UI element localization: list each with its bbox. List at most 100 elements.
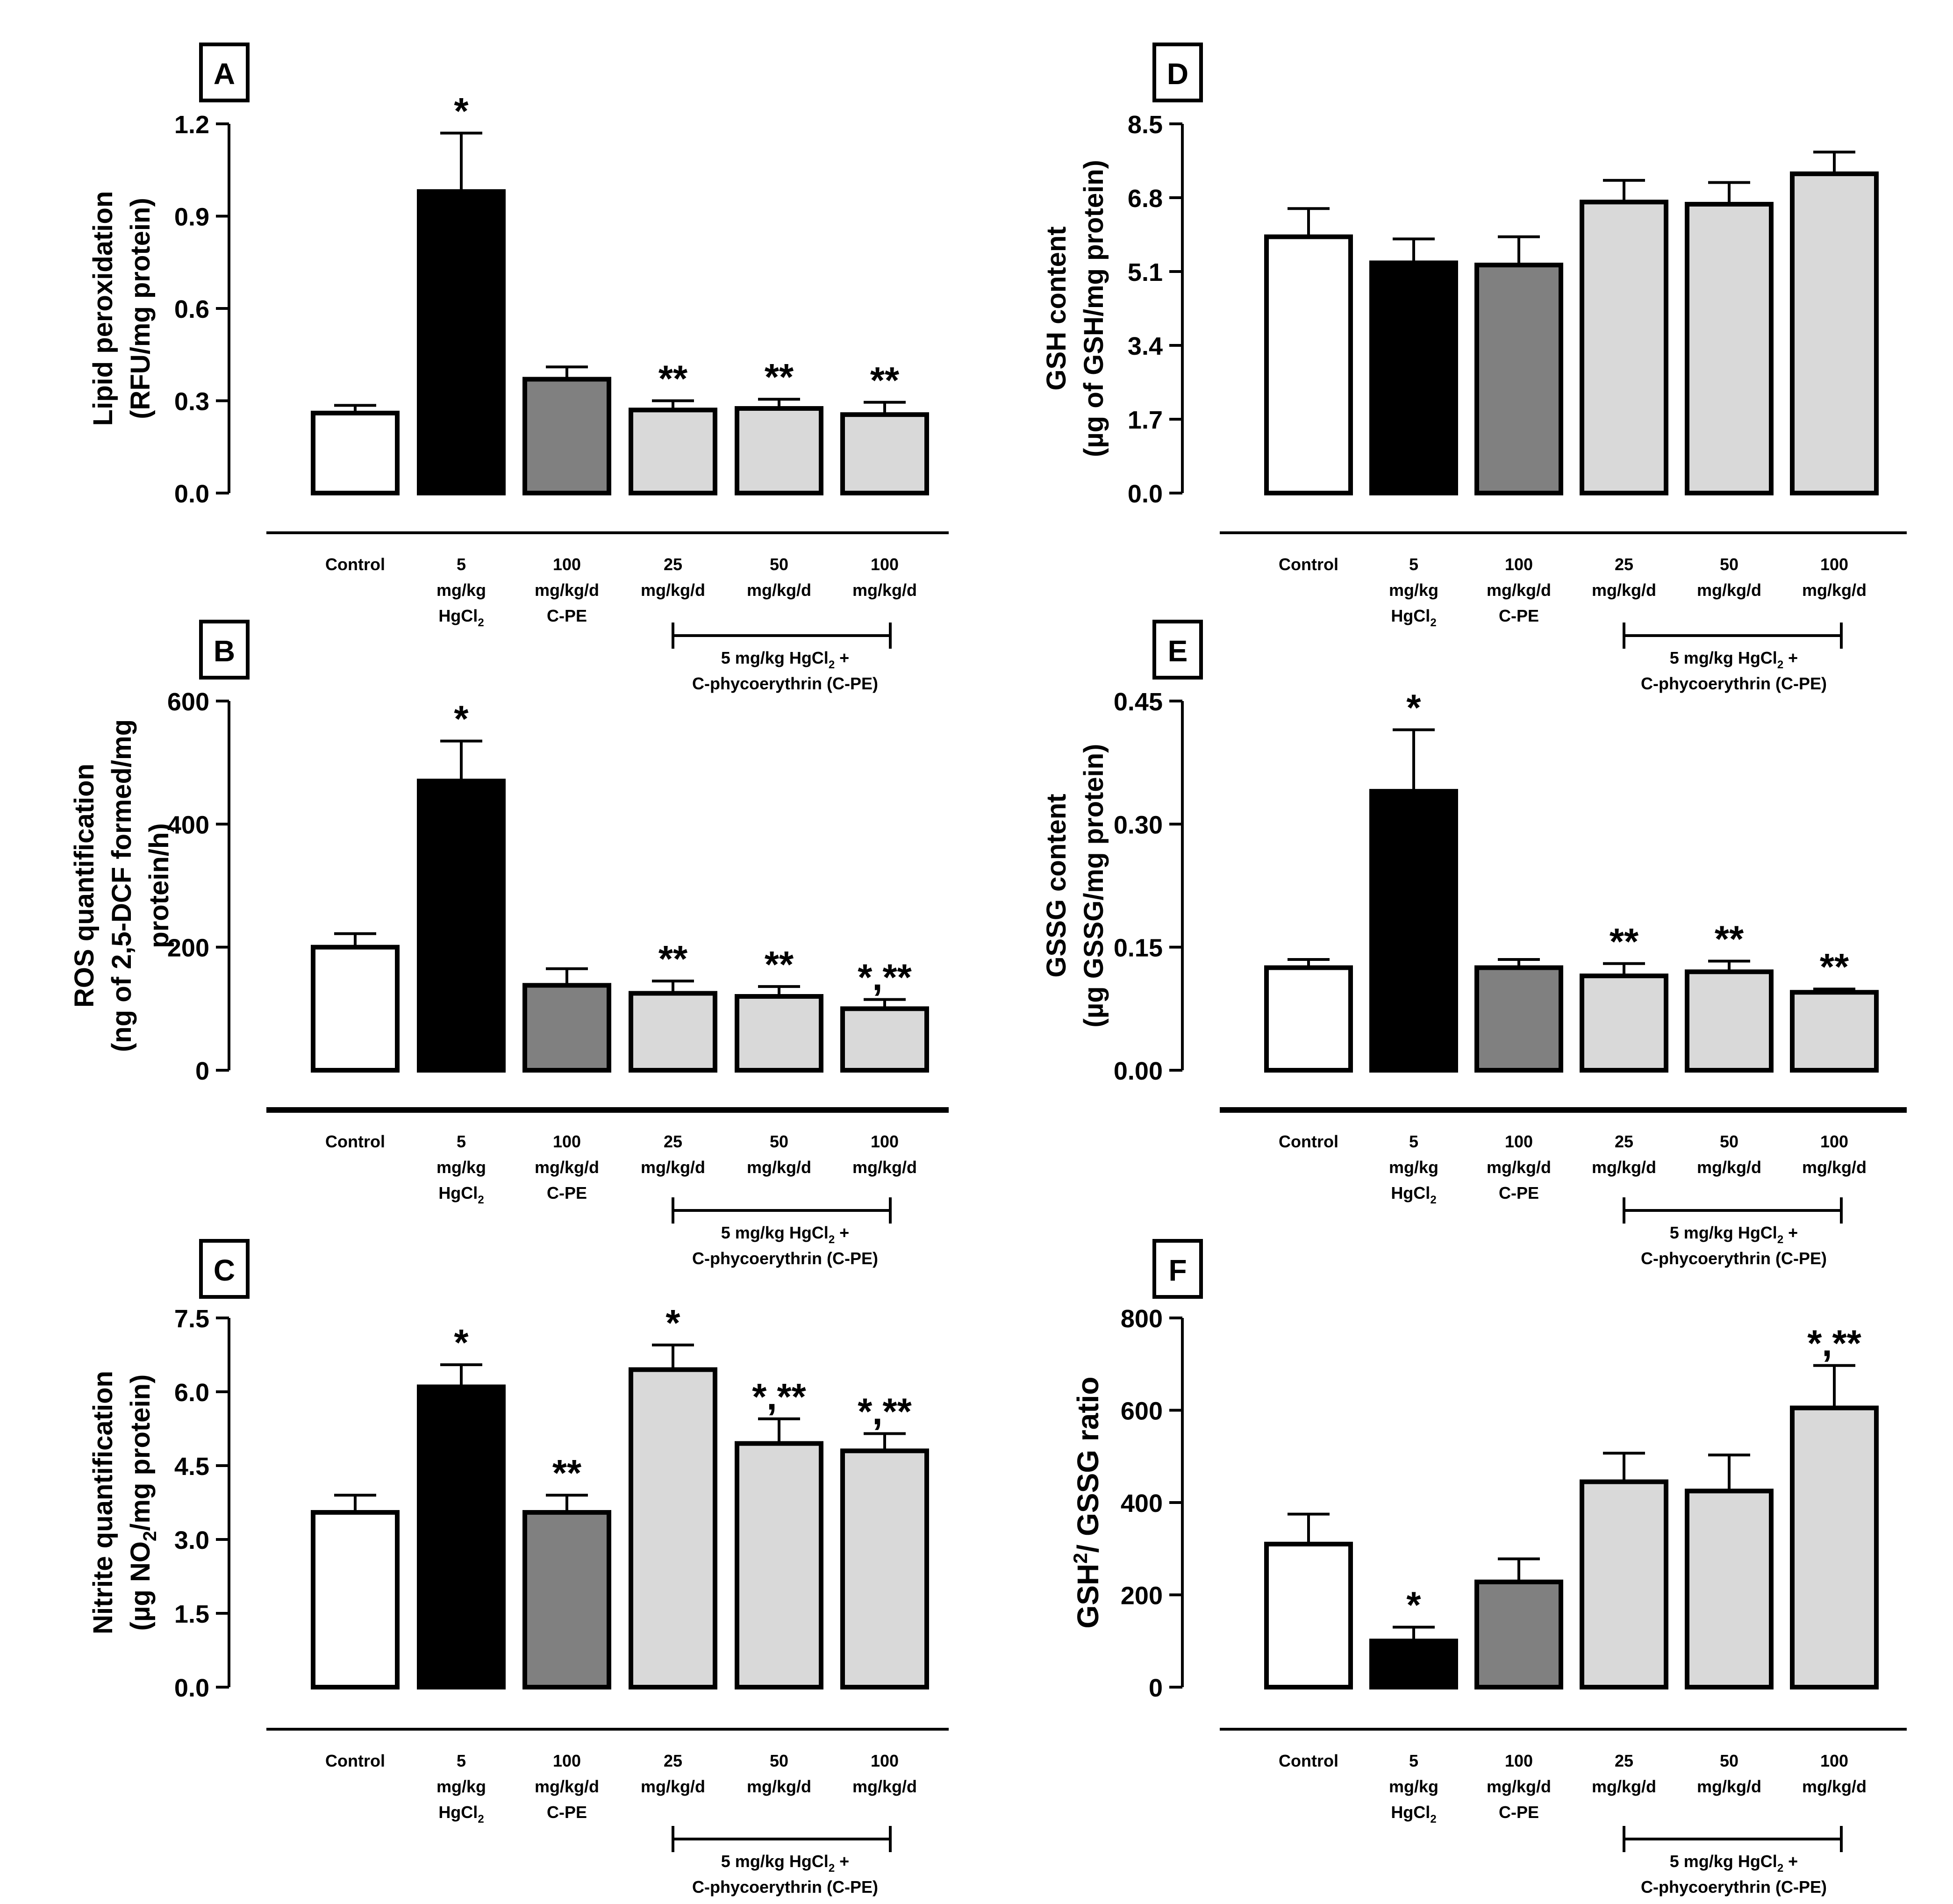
- y-tick-label: 0: [195, 1057, 209, 1085]
- x-label-cpe-name: C-PE: [547, 1803, 587, 1822]
- panel-letter: E: [1168, 634, 1188, 668]
- panel-letter-box: [1152, 43, 1203, 102]
- bar-4: [629, 1367, 717, 1690]
- x-label-combo-value-1: 25: [664, 1132, 682, 1151]
- y-tick-label: 4.5: [174, 1453, 209, 1481]
- x-label-combo-unit-3: mg/kg/d: [852, 1158, 917, 1177]
- y-axis-label-line3: protein/h): [144, 823, 174, 948]
- x-label-combo-value-1: 25: [1615, 1751, 1633, 1770]
- significance-mark-6: **: [870, 359, 900, 401]
- significance-mark-2: *: [454, 698, 469, 740]
- y-axis-label: GSH content (µg of GSH/mg protein): [1041, 160, 1109, 457]
- y-axis-label-line1: GSH content: [1041, 226, 1072, 390]
- y-tick-label: 400: [167, 811, 209, 839]
- bar-5: [1685, 1489, 1774, 1689]
- group-bracket: 5 mg/kg HgCl2 +C-phycoerythrin (C-PE): [1623, 1826, 1843, 1897]
- bracket-label-line1: 5 mg/kg HgCl2 +: [721, 1223, 849, 1246]
- x-label-combo-unit-1: mg/kg/d: [1592, 1158, 1656, 1177]
- bar-1: [1264, 1541, 1353, 1689]
- bar-1: [311, 945, 400, 1073]
- x-label-control: Control: [325, 1132, 385, 1151]
- x-label-combo-unit-2: mg/kg/d: [1697, 1158, 1761, 1177]
- x-label-cpe-value: 100: [1505, 1751, 1533, 1770]
- bar-4: [1580, 1479, 1668, 1689]
- bar-3: [522, 1510, 611, 1689]
- bar-4: [1580, 200, 1668, 495]
- x-label-combo-unit-1: mg/kg/d: [1592, 1777, 1656, 1796]
- bracket-label-line2: C-phycoerythrin (C-PE): [1641, 1249, 1827, 1268]
- significance-mark-4: **: [1610, 921, 1639, 962]
- x-label-control: Control: [1279, 555, 1338, 574]
- x-label-hg-compound: HgCl2: [1391, 1183, 1436, 1206]
- panel-d: D 0.0 1.7 3.4 5.1 6.8 8.5 GSH content (µg of GSH…: [1041, 43, 1907, 693]
- bar-2: [417, 1384, 506, 1689]
- bar-3: [1474, 965, 1563, 1073]
- bracket-label-line2: C-phycoerythrin (C-PE): [692, 1249, 878, 1268]
- y-tick-label: 0: [1149, 1674, 1163, 1702]
- x-label-hg-compound: HgCl2: [1391, 606, 1436, 629]
- x-label-combo-unit-2: mg/kg/d: [747, 1158, 811, 1177]
- x-label-control: Control: [1279, 1751, 1338, 1770]
- y-tick-label: 1.5: [174, 1600, 209, 1628]
- x-label-hg-value: 5: [1409, 1751, 1418, 1770]
- y-axis-label-line1: Nitrite quantification: [88, 1371, 118, 1634]
- significance-mark-2: *: [454, 90, 469, 132]
- panel-c: C 0.0 1.5 3.0 4.5 6.0 7.5 Nitrite quantificatio…: [88, 1239, 949, 1897]
- y-tick-label: 3.4: [1128, 332, 1163, 360]
- bracket-label-line1: 5 mg/kg HgCl2 +: [1670, 648, 1798, 671]
- x-label-hg-value: 5: [1409, 555, 1418, 574]
- y-tick-label: 0.0: [174, 1674, 209, 1702]
- y-tick-label: 0.30: [1114, 811, 1163, 839]
- significance-mark-5: **: [765, 356, 794, 398]
- bar-4: [629, 991, 717, 1073]
- y-tick-label: 0.9: [174, 203, 209, 231]
- x-label-combo-unit-3: mg/kg/d: [852, 1777, 917, 1796]
- bar-6: [1790, 171, 1879, 496]
- x-label-cpe-unit: mg/kg/d: [535, 1158, 599, 1177]
- y-axis-label: GSH2/ GSSG ratio: [1069, 1376, 1105, 1628]
- y-tick-label: 0.00: [1114, 1057, 1163, 1085]
- x-label-hg-compound: HgCl2: [438, 1803, 484, 1825]
- x-label-cpe-unit: mg/kg/d: [535, 580, 599, 600]
- significance-mark-6: *,**: [858, 957, 912, 998]
- x-label-cpe-name: C-PE: [1499, 606, 1539, 625]
- panel-f: F 0 200 400 600 800 GSH2/ GSSG ratio * *,** Contr…: [1069, 1239, 1907, 1897]
- x-axis-labels: Control 5 mg/kg HgCl2 100 mg/kg/d C-PE 25 mg/kg/…: [325, 1751, 917, 1825]
- panel-letter: A: [214, 57, 235, 91]
- bar-2: [1369, 260, 1458, 495]
- x-label-combo-value-2: 50: [1720, 1132, 1738, 1151]
- bracket-label-line1: 5 mg/kg HgCl2 +: [1670, 1852, 1798, 1875]
- group-bracket: 5 mg/kg HgCl2 +C-phycoerythrin (C-PE): [672, 623, 892, 693]
- x-label-combo-unit-2: mg/kg/d: [1697, 580, 1761, 600]
- y-tick-label: 5.1: [1128, 258, 1163, 286]
- x-label-combo-value-2: 50: [1720, 555, 1738, 574]
- bar-5: [735, 406, 823, 495]
- y-tick-label: 200: [1121, 1582, 1163, 1610]
- significance-mark-6: *,**: [858, 1391, 912, 1432]
- bar-2: [417, 189, 506, 496]
- y-tick-label: 800: [1121, 1305, 1163, 1333]
- x-label-combo-unit-1: mg/kg/d: [641, 1158, 705, 1177]
- x-label-combo-value-3: 100: [1820, 1751, 1848, 1770]
- x-label-combo-value-2: 50: [770, 555, 788, 574]
- y-axis-label: GSSG content (µg GSSG/mg protein): [1041, 744, 1109, 1028]
- bar-5: [1685, 201, 1774, 495]
- bar-6: [840, 1448, 929, 1689]
- y-axis-label: Nitrite quantification (µg NO2/mg protein…: [88, 1371, 160, 1634]
- x-label-combo-unit-1: mg/kg/d: [641, 1777, 705, 1796]
- panel-letter-box: [1152, 620, 1203, 680]
- y-tick-label: 1.7: [1128, 406, 1163, 434]
- x-label-combo-value-1: 25: [664, 1751, 682, 1770]
- x-label-combo-unit-2: mg/kg/d: [747, 1777, 811, 1796]
- group-bracket: 5 mg/kg HgCl2 +C-phycoerythrin (C-PE): [1623, 623, 1843, 693]
- x-label-combo-unit-2: mg/kg/d: [1697, 1777, 1761, 1796]
- significance-mark-2: *: [1406, 1584, 1421, 1626]
- x-label-cpe-value: 100: [553, 1751, 581, 1770]
- significance-mark-5: *,**: [752, 1376, 806, 1417]
- x-axis-labels: Control 5 mg/kg HgCl2 100 mg/kg/d C-PE 25 mg/kg/…: [1279, 1751, 1867, 1825]
- panel-letter: D: [1167, 57, 1188, 91]
- y-tick-label: 0.3: [174, 388, 209, 416]
- bar-5: [1685, 969, 1774, 1073]
- y-tick-label: 200: [167, 934, 209, 962]
- significance-mark-6: **: [1820, 946, 1849, 988]
